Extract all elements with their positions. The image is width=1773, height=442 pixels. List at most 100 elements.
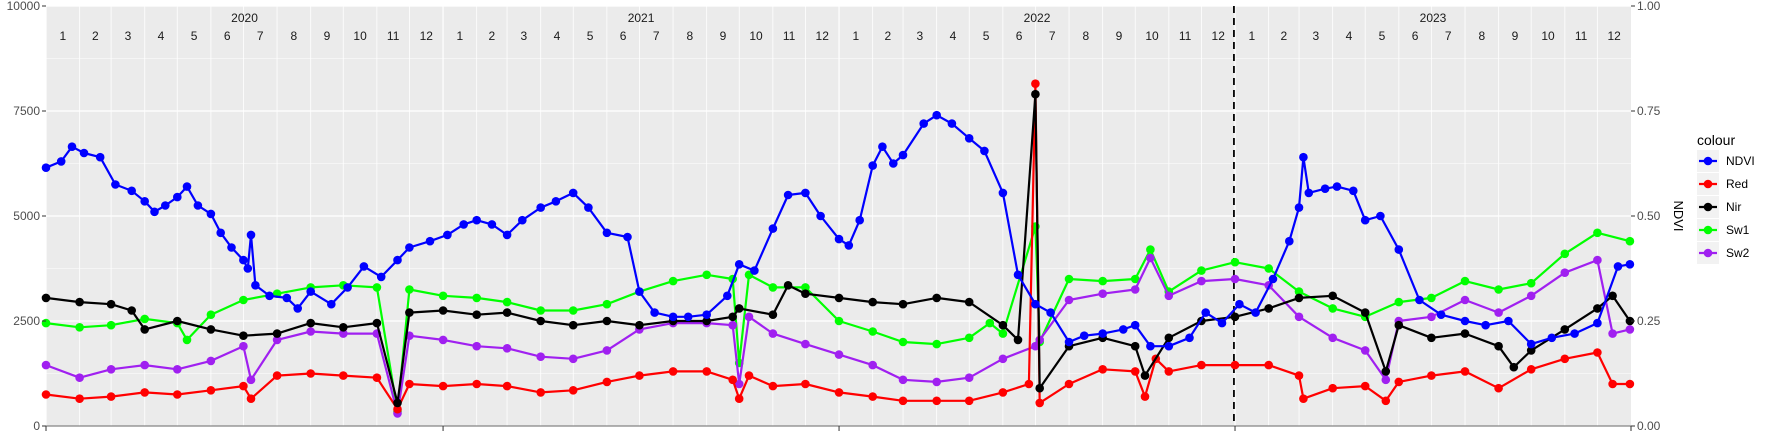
data-point-sw1 (1526, 278, 1536, 288)
data-point-red (744, 371, 754, 380)
data-point-nir (372, 318, 382, 328)
month-label: 8 (291, 29, 298, 43)
data-point-nir (127, 306, 136, 315)
data-point-nir (1460, 329, 1470, 338)
data-point-ndvi (623, 232, 632, 242)
data-point-sw2 (1625, 325, 1635, 334)
data-point-sw2 (768, 329, 778, 338)
data-point-red (702, 367, 711, 376)
data-point-sw1 (602, 299, 612, 309)
data-point-ndvi (1360, 215, 1370, 225)
month-label: 2 (92, 29, 99, 43)
data-point-red (635, 371, 644, 380)
data-point-nir (306, 318, 316, 328)
data-point-nir (1264, 304, 1273, 313)
data-point-ndvi (1013, 270, 1023, 280)
data-point-ndvi (1064, 337, 1074, 347)
data-point-red (306, 369, 316, 378)
data-point-nir (1031, 89, 1040, 99)
month-label: 3 (125, 29, 132, 43)
data-point-nir (1328, 291, 1337, 301)
data-point-ndvi (265, 291, 274, 301)
data-point-red (1560, 354, 1570, 364)
month-label: 8 (687, 29, 694, 43)
data-point-ndvi (487, 220, 497, 229)
data-point-ndvi (1304, 188, 1314, 198)
data-point-red (1608, 379, 1617, 389)
data-point-ndvi (1185, 333, 1194, 343)
data-point-sw1 (1064, 274, 1074, 284)
data-point-ndvi (359, 262, 369, 271)
month-label: 10 (1145, 29, 1159, 43)
month-label: 11 (1179, 29, 1192, 43)
data-point-nir (1381, 367, 1391, 376)
data-point-red (1625, 379, 1635, 389)
data-point-red (964, 396, 974, 406)
data-point-sw2 (1381, 375, 1391, 385)
data-point-sw2 (602, 346, 612, 355)
data-point-nir (1164, 333, 1174, 343)
data-point-nir (1427, 333, 1436, 343)
data-point-nir (472, 310, 482, 320)
month-label: 7 (257, 29, 264, 43)
data-point-sw2 (1360, 346, 1370, 355)
data-point-ndvi (1460, 316, 1470, 326)
data-point-ndvi (343, 283, 352, 292)
data-point-ndvi (816, 211, 825, 221)
legend-title: colour (1697, 132, 1735, 148)
month-label: 9 (324, 29, 331, 43)
data-point-ndvi (783, 190, 793, 200)
data-point-sw1 (536, 306, 545, 315)
month-label: 12 (1608, 29, 1622, 43)
data-point-ndvi (1349, 186, 1358, 196)
data-point-nir (932, 293, 941, 303)
data-point-ndvi (41, 163, 51, 172)
data-point-sw1 (1593, 228, 1602, 238)
month-label: 4 (554, 29, 561, 43)
data-point-nir (1509, 362, 1519, 372)
data-point-sw2 (1164, 291, 1174, 301)
data-point-nir (272, 329, 282, 338)
data-point-red (1526, 365, 1536, 374)
data-point-red (1593, 348, 1602, 357)
data-point-sw1 (1427, 293, 1436, 303)
data-point-sw1 (702, 270, 711, 280)
y-right-tick-label: 0.50 (1637, 209, 1661, 223)
data-point-ndvi (1146, 341, 1155, 351)
month-label: 9 (720, 29, 727, 43)
data-point-red (1197, 360, 1206, 370)
data-point-ndvi (1164, 341, 1174, 351)
y-right-tick-label: 1.00 (1637, 0, 1661, 13)
data-point-sw2 (140, 360, 149, 370)
data-point-ndvi (306, 287, 316, 296)
month-label: 5 (587, 29, 594, 43)
data-point-sw1 (372, 283, 382, 292)
data-point-ndvi (227, 243, 236, 252)
y-right-tick-label: 0.00 (1637, 419, 1661, 433)
data-point-sw2 (306, 327, 316, 336)
data-point-nir (1394, 320, 1404, 330)
data-point-sw1 (1230, 257, 1240, 267)
data-point-ndvi (1046, 308, 1055, 317)
data-point-ndvi (1079, 331, 1089, 341)
month-label: 9 (1116, 29, 1123, 43)
series-ndvi (41, 110, 1635, 351)
data-point-ndvi (1547, 333, 1557, 343)
data-point-nir (1360, 308, 1370, 317)
y-left-tick-label: 7500 (13, 104, 40, 118)
data-point-red (1328, 383, 1337, 393)
data-point-ndvi (964, 134, 974, 143)
data-point-nir (393, 398, 402, 408)
data-point-ndvi (1376, 211, 1385, 221)
data-point-red (1427, 371, 1436, 380)
data-point-sw2 (1593, 255, 1602, 265)
data-point-ndvi (1481, 320, 1490, 330)
data-point-sw2 (1294, 312, 1304, 322)
data-point-ndvi (898, 150, 908, 160)
data-point-ndvi (239, 255, 248, 265)
month-label: 10 (749, 29, 763, 43)
data-point-nir (1526, 346, 1536, 355)
data-point-red (1035, 398, 1044, 408)
month-label: 3 (917, 29, 924, 43)
